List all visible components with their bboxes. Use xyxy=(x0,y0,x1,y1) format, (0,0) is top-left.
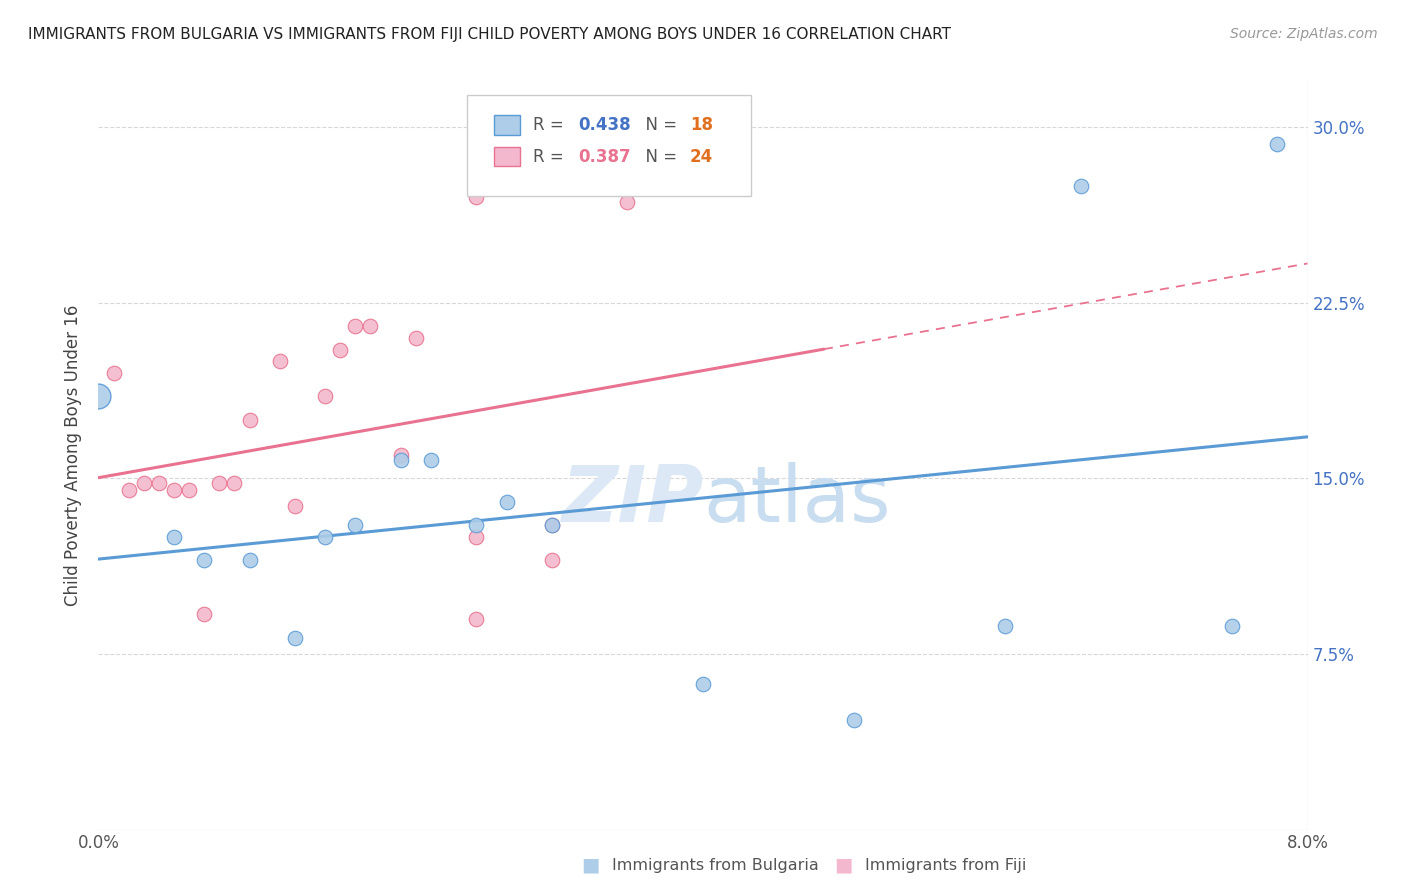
Point xyxy=(389,448,412,462)
Point xyxy=(360,319,382,334)
Point xyxy=(1070,178,1092,193)
FancyBboxPatch shape xyxy=(494,115,520,135)
Point xyxy=(239,413,262,427)
Point xyxy=(118,483,141,497)
Point xyxy=(284,631,307,645)
FancyBboxPatch shape xyxy=(494,146,520,167)
Point xyxy=(193,553,215,567)
Point xyxy=(540,518,562,533)
Point xyxy=(465,612,488,626)
Point xyxy=(179,483,201,497)
Point xyxy=(616,194,638,209)
Text: Immigrants from Bulgaria: Immigrants from Bulgaria xyxy=(612,858,818,872)
Point xyxy=(163,530,186,544)
Point xyxy=(132,476,155,491)
Text: R =: R = xyxy=(533,116,568,134)
Point xyxy=(540,518,562,533)
Point xyxy=(87,389,110,403)
Text: R =: R = xyxy=(533,147,568,166)
Point xyxy=(420,452,443,467)
Text: IMMIGRANTS FROM BULGARIA VS IMMIGRANTS FROM FIJI CHILD POVERTY AMONG BOYS UNDER : IMMIGRANTS FROM BULGARIA VS IMMIGRANTS F… xyxy=(28,27,950,42)
Point xyxy=(844,713,866,727)
Point xyxy=(495,494,517,508)
Point xyxy=(284,500,307,514)
Point xyxy=(314,389,336,403)
Point xyxy=(465,518,488,533)
Text: 24: 24 xyxy=(690,147,713,166)
Point xyxy=(540,553,562,567)
Text: ■: ■ xyxy=(581,855,600,875)
Text: Immigrants from Fiji: Immigrants from Fiji xyxy=(865,858,1026,872)
Text: 18: 18 xyxy=(690,116,713,134)
Point xyxy=(344,518,367,533)
Point xyxy=(344,319,367,334)
Point xyxy=(148,476,170,491)
Text: ■: ■ xyxy=(834,855,853,875)
Point xyxy=(692,677,714,691)
Point xyxy=(224,476,246,491)
Point xyxy=(208,476,231,491)
Point xyxy=(1267,136,1289,151)
Text: N =: N = xyxy=(636,147,683,166)
FancyBboxPatch shape xyxy=(467,95,751,196)
Text: 0.387: 0.387 xyxy=(578,147,631,166)
Point xyxy=(239,553,262,567)
Text: atlas: atlas xyxy=(703,462,890,538)
Point xyxy=(389,452,412,467)
Point xyxy=(465,530,488,544)
Text: ZIP: ZIP xyxy=(561,462,703,538)
Point xyxy=(163,483,186,497)
Text: 0.438: 0.438 xyxy=(578,116,631,134)
Y-axis label: Child Poverty Among Boys Under 16: Child Poverty Among Boys Under 16 xyxy=(65,304,83,606)
Point xyxy=(103,366,125,380)
Point xyxy=(269,354,291,368)
Point xyxy=(314,530,336,544)
Point xyxy=(405,331,427,345)
Point xyxy=(193,607,215,621)
Point xyxy=(329,343,352,357)
Text: N =: N = xyxy=(636,116,683,134)
Text: Source: ZipAtlas.com: Source: ZipAtlas.com xyxy=(1230,27,1378,41)
Point xyxy=(465,190,488,204)
Point xyxy=(1220,619,1243,633)
Point xyxy=(994,619,1017,633)
